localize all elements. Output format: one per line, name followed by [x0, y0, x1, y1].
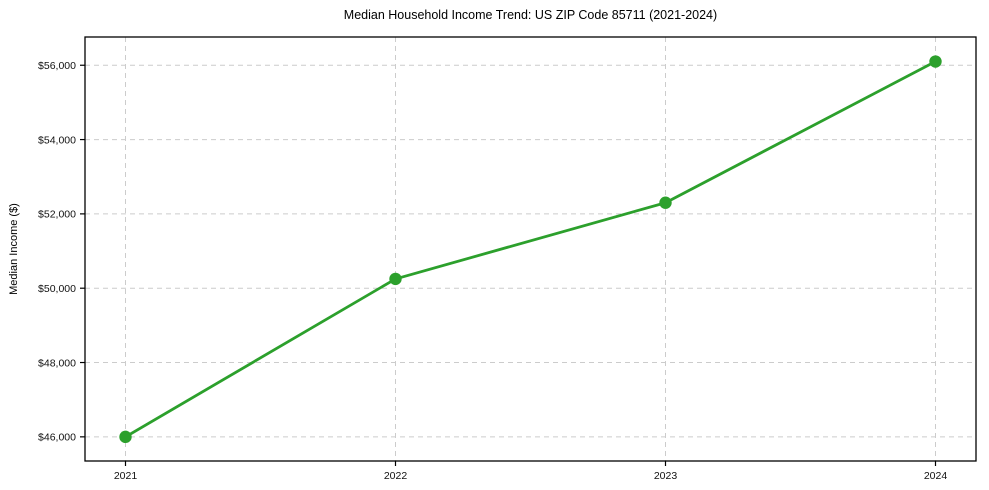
- y-tick-label: $50,000: [38, 283, 76, 295]
- y-axis-label: Median Income ($): [8, 203, 20, 295]
- y-tick-label: $48,000: [38, 357, 76, 369]
- y-tick-label: $56,000: [38, 60, 76, 72]
- y-tick-label: $52,000: [38, 209, 76, 221]
- x-tick-label: 2024: [924, 470, 948, 482]
- plot-border: [84, 36, 977, 462]
- y-tick-label: $46,000: [38, 432, 76, 444]
- chart-title: Median Household Income Trend: US ZIP Co…: [343, 8, 718, 22]
- x-tick-label: 2023: [654, 470, 678, 482]
- y-tick-label: $54,000: [38, 134, 76, 146]
- x-tick-label: 2021: [114, 470, 138, 482]
- data-point-2024: [929, 55, 942, 68]
- data-point-2022: [389, 272, 402, 286]
- income-trend-line: [124, 60, 937, 439]
- x-tick-label: 2022: [384, 470, 408, 482]
- data-point-2023: [659, 196, 672, 209]
- data-point-2021: [119, 430, 132, 444]
